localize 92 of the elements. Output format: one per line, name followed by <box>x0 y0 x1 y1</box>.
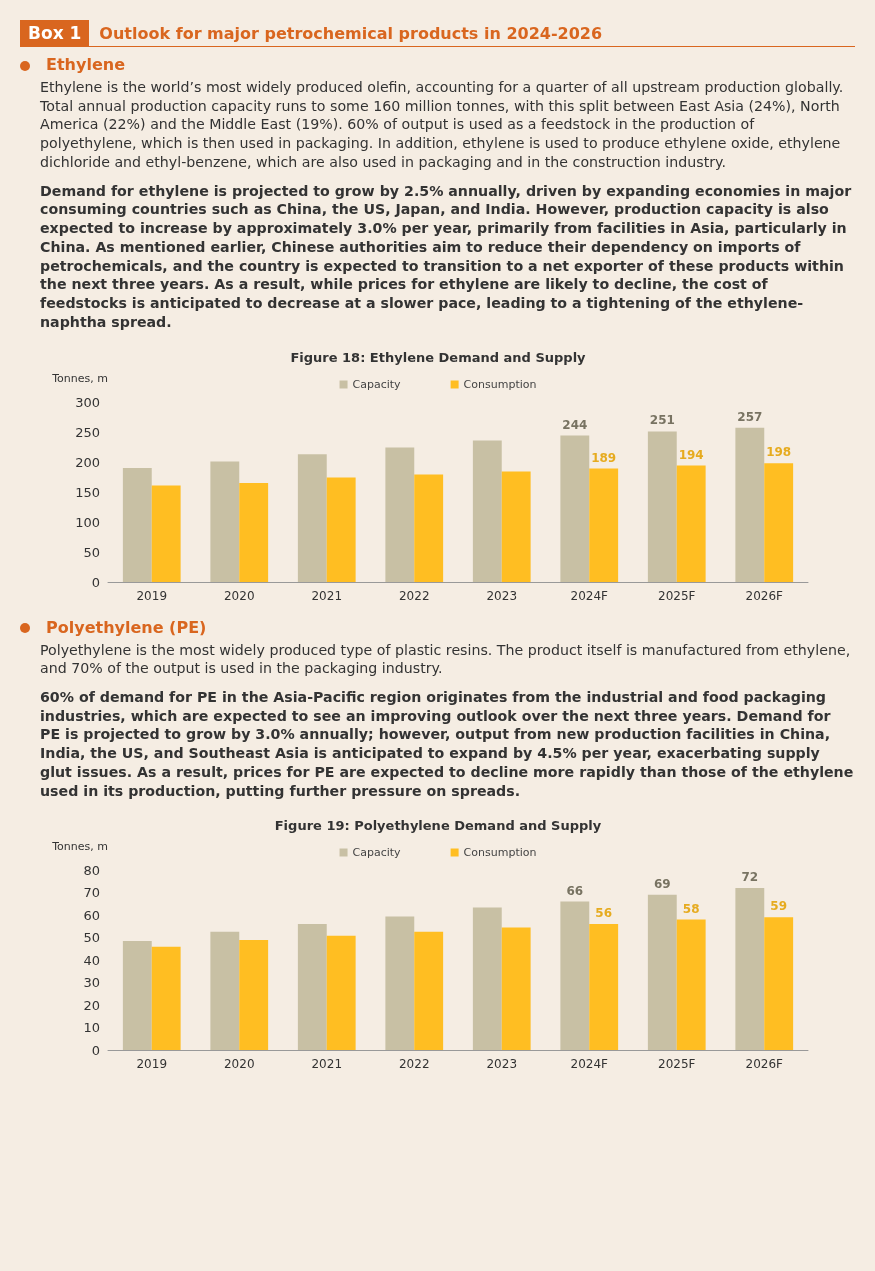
bar <box>326 477 356 582</box>
data-label: 69 <box>653 877 671 892</box>
bar <box>297 453 327 582</box>
y-axis-title: Tonnes, m <box>50 371 108 385</box>
y-axis-title: Tonnes, m <box>50 840 108 854</box>
bar <box>384 917 414 1051</box>
chart-title: Figure 19: Polyethylene Demand and Supply <box>274 818 602 834</box>
bar <box>763 917 793 1051</box>
bar <box>588 468 618 582</box>
bar <box>151 947 181 1051</box>
bar <box>122 467 152 582</box>
text: Polyethylene is the most widely produced type of plastic resins. The product itself is manufactured from ethylene, and 70% of the output is used in the packaging industry. <box>40 640 852 679</box>
bar <box>238 940 268 1051</box>
chart-title: Figure 18: Ethylene Demand and Supply <box>289 349 586 365</box>
y-tick-label: 0 <box>91 1042 100 1058</box>
data-label: 56 <box>594 906 612 921</box>
x-tick-label: 2023 <box>485 588 517 603</box>
x-tick-label: 2023 <box>485 1057 517 1072</box>
bar <box>472 439 502 582</box>
text: Box 1 <box>20 20 90 46</box>
bar <box>209 932 239 1051</box>
text: 60% of demand for PE in the Asia-Pacific region originates from the industrial and food packaging industries, which are expected to see an improving outlook over the next three years. Demand for PE is projected to grow by 3.0% annually; however, output from new production facilities in China, India, the US, and Southeast Asia is anticipated to expand by 4.5% per year, exacerbating supply glut issues. As a result, prices for PE are expected to decline more rapidly than those of the ethylene used in its production, putting further pressure on spreads. <box>40 688 855 801</box>
bar <box>472 908 502 1051</box>
bar <box>734 427 764 582</box>
y-tick-label: 250 <box>74 424 100 440</box>
y-tick-label: 200 <box>74 454 100 470</box>
y-tick-label: 150 <box>74 484 100 500</box>
bar <box>122 941 152 1051</box>
y-tick-label: 50 <box>82 930 100 946</box>
bar <box>559 435 589 582</box>
y-tick-label: 0 <box>91 574 100 590</box>
y-tick-label: 80 <box>82 862 100 878</box>
data-label: 198 <box>765 444 791 459</box>
x-tick-label: 2020 <box>223 1057 255 1072</box>
bar <box>209 460 239 582</box>
x-tick-label: 2026F <box>745 588 783 603</box>
bar <box>763 462 793 582</box>
y-tick-label: 70 <box>82 885 100 901</box>
text: Outlook for major petrochemical products in 2024-2026 <box>99 23 603 43</box>
y-tick-label: 20 <box>82 997 100 1013</box>
bar <box>326 936 356 1051</box>
bar <box>297 924 327 1051</box>
legend-label: Consumption <box>463 846 536 860</box>
x-tick-label: 2024F <box>570 588 608 603</box>
text: Ethylene <box>45 55 126 74</box>
bar <box>384 447 414 582</box>
data-label: 257 <box>736 409 762 424</box>
bar <box>676 919 706 1051</box>
data-label: 58 <box>682 901 700 916</box>
bar <box>413 474 443 582</box>
legend-label: Capacity <box>352 846 401 860</box>
x-tick-label: 2022 <box>398 588 430 603</box>
bar <box>559 901 589 1051</box>
data-label: 189 <box>590 450 616 465</box>
y-tick-label: 40 <box>82 952 100 968</box>
bar <box>151 484 181 582</box>
legend-label: Capacity <box>352 377 401 391</box>
x-tick-label: 2021 <box>310 1057 342 1072</box>
y-tick-label: 30 <box>82 975 100 991</box>
x-tick-label: 2026F <box>745 1057 783 1072</box>
x-tick-label: 2020 <box>223 588 255 603</box>
x-tick-label: 2021 <box>310 588 342 603</box>
x-tick-label: 2019 <box>135 1057 167 1072</box>
bar <box>501 928 531 1051</box>
y-tick-label: 10 <box>82 1020 100 1036</box>
y-tick-label: 60 <box>82 907 100 923</box>
text: Polyethylene (PE) <box>45 617 208 637</box>
bar <box>647 430 677 582</box>
bar <box>413 932 443 1051</box>
data-label: 244 <box>561 417 587 432</box>
legend-label: Consumption <box>463 377 536 391</box>
text: Demand for ethylene is projected to grow by 2.5% annually, driven by expanding economies in major consuming countries such as China, the US, Japan, and India. However, production capacity is also expected to increase by approximately 3.0% per year, primarily from facilities in Asia, particularly in China. As mentioned earlier, Chinese authorities aim to reduce their dependency on imports of petrochemicals, and the country is expected to transition to a net exporter of these products within the next three years. As a result, while prices for ethylene are likely to decline, the cost of feedstocks is anticipated to decrease at a slower pace, leading to a tightening of the ethylene-naphtha spread. <box>40 181 853 332</box>
data-label: 72 <box>740 870 758 885</box>
x-tick-label: 2025F <box>657 588 696 603</box>
data-label: 66 <box>565 883 583 898</box>
text: Ethylene is the world’s most widely produced olefin, accounting for a quarter of all upstream production globally. Total annual production capacity runs to some 160 million tonnes, with this split between East Asia (24%), North America (22%) and the Middle East (19%). 60% of output is used as a feedstock in the production of polyethylene, which is then used in packaging. In addition, ethylene is used to produce ethylene oxide, ethylene dichloride and ethyl-benzene, which are also used in packaging and in the construction industry. <box>40 78 845 172</box>
bar <box>501 471 531 582</box>
x-tick-label: 2022 <box>398 1057 430 1072</box>
x-tick-label: 2025F <box>657 1057 696 1072</box>
data-label: 59 <box>769 899 787 914</box>
data-label: 194 <box>678 447 704 462</box>
y-tick-label: 50 <box>82 544 100 560</box>
bar <box>588 924 618 1051</box>
x-tick-label: 2024F <box>570 1057 608 1072</box>
x-tick-label: 2019 <box>135 588 167 603</box>
bar <box>647 895 677 1051</box>
data-label: 251 <box>649 412 675 427</box>
bar <box>734 888 764 1051</box>
bar <box>676 465 706 582</box>
bar <box>238 482 268 582</box>
y-tick-label: 300 <box>74 394 100 410</box>
y-tick-label: 100 <box>74 514 100 530</box>
